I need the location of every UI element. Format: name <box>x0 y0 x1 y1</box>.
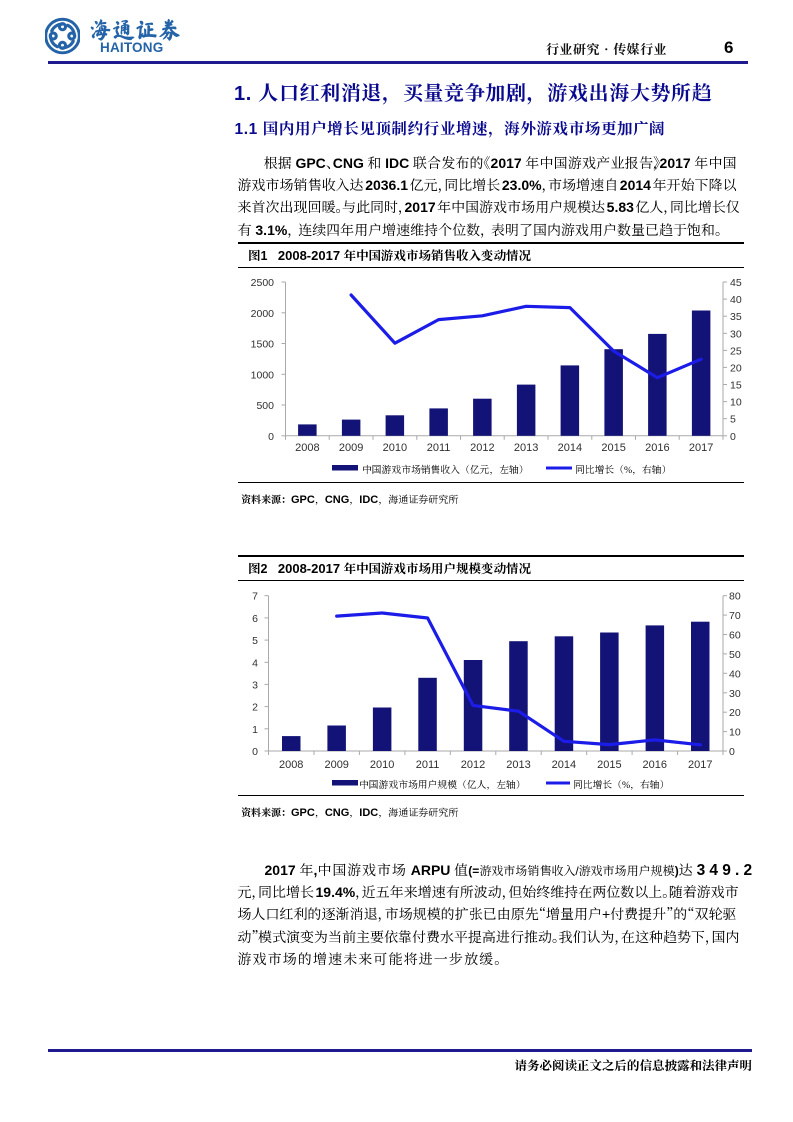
svg-text:2015: 2015 <box>601 442 625 454</box>
svg-text:0: 0 <box>252 746 258 758</box>
svg-text:30: 30 <box>729 687 741 699</box>
svg-text:10: 10 <box>729 726 741 738</box>
svg-text:500: 500 <box>256 400 274 412</box>
svg-text:中国游戏市场销售收入（亿元，左轴）: 中国游戏市场销售收入（亿元，左轴） <box>362 462 529 476</box>
svg-text:2015: 2015 <box>597 759 621 771</box>
svg-text:2008: 2008 <box>279 759 303 771</box>
svg-text:0: 0 <box>268 430 274 442</box>
svg-text:70: 70 <box>729 610 741 622</box>
svg-text:同比增长（%，右轴）: 同比增长（%，右轴） <box>575 462 671 476</box>
svg-text:15: 15 <box>730 379 742 391</box>
svg-text:2012: 2012 <box>461 759 485 771</box>
svg-text:3: 3 <box>252 679 258 691</box>
svg-text:35: 35 <box>730 311 742 323</box>
svg-text:2011: 2011 <box>427 442 451 454</box>
svg-text:4: 4 <box>252 657 258 669</box>
svg-text:20: 20 <box>729 707 741 719</box>
svg-text:7: 7 <box>252 590 258 602</box>
svg-text:0: 0 <box>729 746 735 758</box>
svg-text:40: 40 <box>729 668 741 680</box>
svg-text:2500: 2500 <box>251 277 275 289</box>
svg-text:2009: 2009 <box>339 442 363 454</box>
svg-text:2011: 2011 <box>416 759 440 771</box>
svg-text:2000: 2000 <box>251 307 275 319</box>
svg-text:2014: 2014 <box>552 759 576 771</box>
svg-text:80: 80 <box>729 590 741 602</box>
svg-text:10: 10 <box>730 396 742 408</box>
svg-text:60: 60 <box>729 629 741 641</box>
svg-text:1000: 1000 <box>251 369 275 381</box>
svg-text:2010: 2010 <box>370 759 394 771</box>
svg-text:2010: 2010 <box>383 442 407 454</box>
svg-text:2009: 2009 <box>324 759 348 771</box>
svg-text:2012: 2012 <box>470 442 494 454</box>
svg-text:0: 0 <box>730 430 736 442</box>
svg-text:1: 1 <box>252 723 258 735</box>
svg-text:2017: 2017 <box>688 759 712 771</box>
svg-text:40: 40 <box>730 294 742 306</box>
svg-text:2013: 2013 <box>506 759 530 771</box>
svg-text:50: 50 <box>729 648 741 660</box>
svg-text:1500: 1500 <box>251 338 275 350</box>
svg-text:5: 5 <box>252 635 258 647</box>
svg-text:30: 30 <box>730 328 742 340</box>
svg-text:2016: 2016 <box>643 759 667 771</box>
svg-text:6: 6 <box>252 612 258 624</box>
svg-text:5: 5 <box>730 413 736 425</box>
svg-text:2014: 2014 <box>558 442 582 454</box>
svg-text:2016: 2016 <box>645 442 669 454</box>
svg-text:2: 2 <box>252 701 258 713</box>
svg-text:45: 45 <box>730 277 742 289</box>
svg-text:2008: 2008 <box>295 442 319 454</box>
svg-text:25: 25 <box>730 345 742 357</box>
svg-text:2013: 2013 <box>514 442 538 454</box>
svg-text:中国游戏市场用户规模（亿人，左轴）: 中国游戏市场用户规模（亿人，左轴） <box>359 777 526 791</box>
svg-text:20: 20 <box>730 362 742 374</box>
svg-text:2017: 2017 <box>689 442 713 454</box>
svg-text:同比增长（%，右轴）: 同比增长（%，右轴） <box>573 777 669 791</box>
